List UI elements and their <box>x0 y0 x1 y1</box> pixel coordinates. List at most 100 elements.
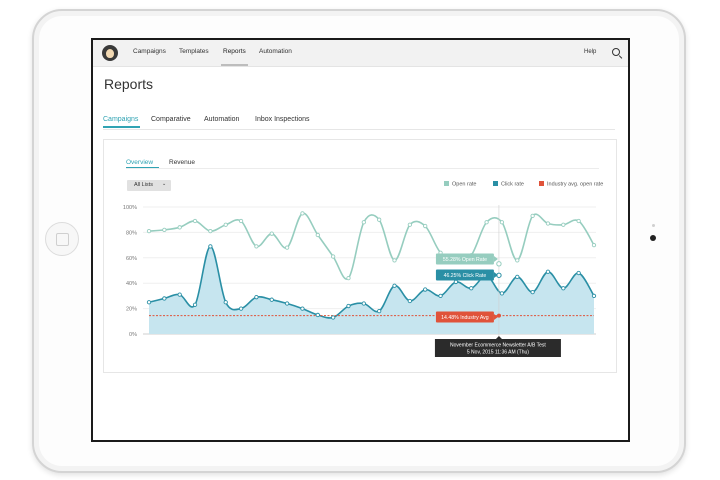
click-rate-point <box>330 315 336 320</box>
click-rate-point <box>346 303 351 309</box>
open-rate-point <box>591 242 597 248</box>
subtab-revenue[interactable]: Revenue <box>169 159 196 166</box>
hover-industry-label: 14.48% Industry Avg <box>441 315 489 321</box>
legend-open-label: Open rate <box>452 181 477 188</box>
click-rate-point <box>545 269 551 274</box>
open-rate-point <box>223 222 228 227</box>
open-rate-point <box>407 222 413 227</box>
legend-industry-swatch <box>539 181 544 186</box>
tab-campaigns[interactable]: Campaigns <box>103 116 139 123</box>
click-rate-point <box>254 295 259 300</box>
click-rate-point <box>361 301 366 306</box>
click-rate-point <box>377 308 382 314</box>
hover-industry-marker <box>496 313 501 318</box>
click-rate-point <box>499 291 505 296</box>
y-tick-label: 80% <box>126 230 137 236</box>
click-rate-point <box>284 301 290 306</box>
legend-open-rate: Open rate <box>444 181 476 188</box>
list-filter-label: All Lists <box>134 182 153 188</box>
tab-active-indicator <box>103 126 140 128</box>
nav-templates[interactable]: Templates <box>179 48 209 55</box>
subtab-active-indicator <box>126 167 159 168</box>
open-rate-point <box>192 218 198 224</box>
click-rate-point <box>576 270 581 276</box>
open-rate-point <box>315 232 320 238</box>
click-rate-point <box>423 287 428 292</box>
y-tick-label: 20% <box>126 307 137 313</box>
legend-industry-avg: Industry avg. open rate <box>539 181 603 188</box>
camera-lens <box>650 235 656 241</box>
subtab-overview[interactable]: Overview <box>126 159 154 166</box>
open-rate-point <box>561 222 566 227</box>
tab-inbox-inspections[interactable]: Inbox Inspections <box>255 116 310 123</box>
rate-chart[interactable]: 100% 80% 60% 40% 20% 0% 55.28% Open Rate 46.25%… <box>104 140 616 372</box>
tooltip-date: 5 Nov, 2015 11:36 AM (Thu) <box>467 350 529 356</box>
y-tick-label: 40% <box>126 281 137 287</box>
hover-open-marker <box>496 261 502 267</box>
hover-open-rate-label: 55.28% Open Rate <box>443 257 487 263</box>
hover-open-rate-label-pointer <box>493 256 498 262</box>
click-rate-point <box>407 298 413 304</box>
hover-open-rate-label-bg <box>435 253 494 265</box>
hover-click-rate-label: 46.25% Click Rate <box>444 273 487 279</box>
click-rate-point <box>300 306 305 311</box>
light-sensor <box>652 224 655 227</box>
y-tick-label: 0% <box>129 332 137 338</box>
report-card: Overview Revenue All Lists ⌄ Open rate C… <box>103 139 617 373</box>
click-rate-point <box>238 306 244 311</box>
click-rate-point <box>146 300 152 305</box>
nav-automation[interactable]: Automation <box>259 48 292 55</box>
tab-automation[interactable]: Automation <box>204 116 240 123</box>
brand-logo-icon[interactable] <box>102 45 118 61</box>
search-icon[interactable] <box>612 48 620 56</box>
hover-industry-label-pointer <box>493 314 498 320</box>
click-rate-point <box>208 244 213 249</box>
home-button[interactable] <box>45 222 79 256</box>
open-rate-point <box>377 217 382 222</box>
chevron-down-icon: ⌄ <box>162 181 167 187</box>
app-screen: Campaigns Templates Reports Automation H… <box>91 38 630 442</box>
click-rate-point <box>438 293 443 299</box>
click-rate-point <box>469 286 474 291</box>
nav-reports[interactable]: Reports <box>223 48 246 55</box>
legend-click-label: Click rate <box>501 181 524 188</box>
click-rate-point <box>192 302 198 307</box>
y-tick-label: 100% <box>123 205 137 211</box>
open-rate-point <box>545 221 551 226</box>
tab-comparative[interactable]: Comparative <box>151 116 191 123</box>
open-rate-point <box>146 228 152 234</box>
tooltip-pointer <box>495 336 502 339</box>
report-tabs: Campaigns Comparative Automation Inbox I… <box>93 116 628 130</box>
open-rate-point <box>423 223 428 229</box>
campaign-tooltip <box>434 339 561 357</box>
open-rate-point <box>515 258 520 263</box>
click-rate-point <box>269 297 274 302</box>
legend-click-rate: Click rate <box>493 181 524 188</box>
legend-open-swatch <box>444 181 449 186</box>
click-rate-point <box>530 289 535 295</box>
subtabs-divider <box>126 168 599 169</box>
nav-campaigns[interactable]: Campaigns <box>133 48 166 55</box>
click-rate-point <box>561 286 566 291</box>
open-rate-point <box>484 220 489 225</box>
y-tick-label: 60% <box>126 256 137 262</box>
legend-click-swatch <box>493 181 498 186</box>
open-rate-point <box>330 254 336 259</box>
open-rate-point <box>300 211 305 216</box>
help-link[interactable]: Help <box>584 49 597 55</box>
open-rate-point <box>269 231 274 236</box>
hover-click-rate-label-pointer <box>493 272 498 278</box>
open-rate-point <box>530 213 535 219</box>
open-rate-point <box>346 275 351 281</box>
open-rate-point <box>208 228 213 234</box>
hover-click-rate-label-bg <box>435 269 494 281</box>
click-rate-point <box>453 279 459 285</box>
open-rate-point <box>162 227 167 233</box>
click-rate-point <box>515 274 520 280</box>
open-rate-point <box>238 218 244 224</box>
open-rate-point <box>392 258 397 263</box>
list-filter-dropdown[interactable]: All Lists ⌄ <box>127 180 171 191</box>
click-rate-point <box>162 296 167 301</box>
tabs-divider <box>103 129 615 130</box>
top-navigation: Campaigns Templates Reports Automation H… <box>93 40 628 67</box>
